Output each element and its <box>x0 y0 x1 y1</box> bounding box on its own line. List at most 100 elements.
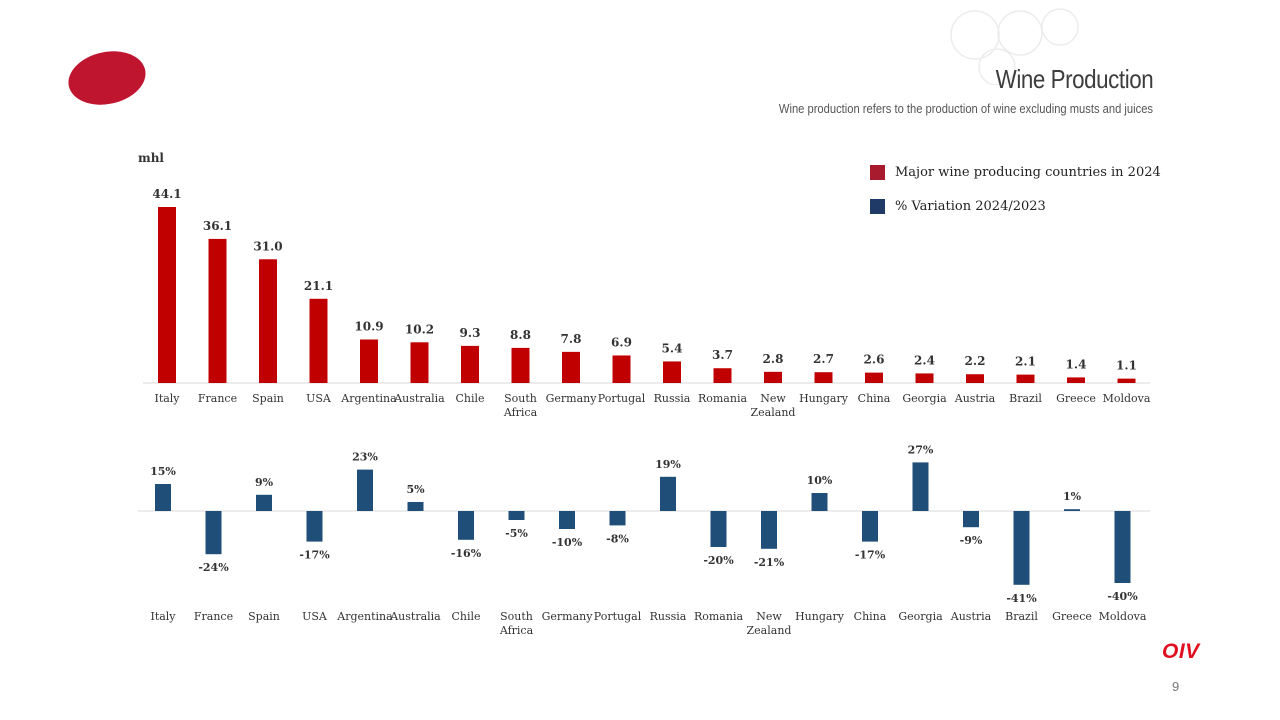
variation-value-greece: 1% <box>1063 490 1082 503</box>
production-bar-italy <box>158 207 176 383</box>
production-category-romania: Romania <box>698 392 747 405</box>
production-value-germany: 7.8 <box>561 332 582 346</box>
variation-value-south-africa: -5% <box>505 527 528 540</box>
variation-value-usa: -17% <box>299 549 330 562</box>
production-category-france: France <box>198 392 237 405</box>
variation-bar-italy <box>155 484 171 511</box>
page-subtitle: Wine production refers to the production… <box>778 101 1153 116</box>
production-category-china: China <box>858 392 891 405</box>
variation-bar-south-africa <box>508 511 525 520</box>
variation-bar-germany <box>559 511 575 529</box>
variation-value-argentina: 23% <box>352 451 378 464</box>
production-category-south-africa: South Africa <box>503 392 538 419</box>
production-value-south-africa: 8.8 <box>510 328 531 342</box>
production-bar-hungary <box>814 372 833 383</box>
variation-value-brazil: -41% <box>1006 592 1037 605</box>
variation-category-new-zealand: New Zealand <box>747 610 792 637</box>
variation-category-germany: Germany <box>542 610 594 623</box>
production-value-moldova: 1.1 <box>1116 359 1137 373</box>
variation-category-portugal: Portugal <box>594 610 642 623</box>
production-category-chile: Chile <box>455 392 484 405</box>
production-value-austria: 2.2 <box>965 354 986 368</box>
production-bar-georgia <box>915 373 934 383</box>
variation-category-russia: Russia <box>650 610 687 623</box>
variation-category-argentina: Argentina <box>336 610 393 623</box>
production-bar-brazil <box>1016 374 1035 383</box>
variation-category-hungary: Hungary <box>795 610 845 623</box>
production-bar-new-zealand <box>764 371 782 383</box>
variation-bar-georgia <box>912 462 929 511</box>
legend-label-variation: % Variation 2024/2023 <box>895 198 1046 214</box>
production-category-greece: Greece <box>1056 392 1096 405</box>
production-bar-greece <box>1067 377 1085 383</box>
variation-bar-russia <box>660 476 676 511</box>
production-bar-chile <box>461 345 479 383</box>
variation-value-spain: 9% <box>255 476 274 489</box>
production-category-hungary: Hungary <box>799 392 849 405</box>
variation-value-italy: 15% <box>150 465 176 478</box>
production-category-spain: Spain <box>252 392 284 405</box>
variation-value-portugal: -8% <box>606 532 629 545</box>
production-category-austria: Austria <box>954 392 996 405</box>
production-value-australia: 10.2 <box>405 322 434 336</box>
production-bar-france <box>208 238 227 383</box>
production-value-portugal: 6.9 <box>611 335 632 349</box>
variation-value-moldova: -40% <box>1107 590 1138 603</box>
production-value-china: 2.6 <box>864 353 885 367</box>
production-bar-moldova <box>1117 378 1136 383</box>
variation-bar-romania <box>710 511 727 547</box>
variation-bar-greece <box>1064 509 1080 511</box>
variation-value-chile: -16% <box>451 547 482 560</box>
production-bar-south-africa <box>511 347 530 383</box>
production-category-portugal: Portugal <box>598 392 646 405</box>
production-value-new-zealand: 2.8 <box>763 352 784 366</box>
variation-bar-spain <box>256 494 272 511</box>
variation-bar-new-zealand <box>761 511 777 549</box>
variation-bar-argentina <box>357 469 373 511</box>
production-category-moldova: Moldova <box>1103 392 1151 405</box>
variation-value-germany: -10% <box>552 536 583 549</box>
production-bar-spain <box>259 259 277 383</box>
variation-category-china: China <box>854 610 887 623</box>
variation-value-france: -24% <box>198 561 229 574</box>
production-bar-argentina <box>360 339 378 383</box>
variation-bar-portugal <box>609 511 626 526</box>
variation-category-austria: Austria <box>950 610 992 623</box>
production-value-brazil: 2.1 <box>1015 355 1036 369</box>
variation-value-australia: 5% <box>406 483 425 496</box>
production-bar-australia <box>410 342 429 383</box>
variation-value-china: -17% <box>855 549 886 562</box>
variation-value-new-zealand: -21% <box>754 556 785 569</box>
production-value-italy: 44.1 <box>152 187 181 201</box>
production-category-georgia: Georgia <box>902 392 947 405</box>
variation-value-austria: -9% <box>960 534 983 547</box>
production-value-usa: 21.1 <box>304 279 333 293</box>
variation-category-chile: Chile <box>451 610 480 623</box>
variation-bar-usa <box>306 511 323 542</box>
variation-bar-china <box>862 511 878 542</box>
production-bar-austria <box>966 374 984 383</box>
page-number: 9 <box>1172 679 1180 694</box>
variation-bar-brazil <box>1013 511 1030 585</box>
production-value-romania: 3.7 <box>712 348 733 362</box>
production-value-spain: 31.0 <box>253 239 282 253</box>
grapes-watermark-icon <box>950 8 1079 85</box>
legend-swatch-variation <box>870 198 885 214</box>
variation-category-brazil: Brazil <box>1005 610 1038 623</box>
production-bar-portugal <box>612 355 631 383</box>
variation-bar-chile <box>458 511 474 540</box>
production-value-georgia: 2.4 <box>914 353 935 367</box>
variation-bar-australia <box>407 502 424 511</box>
variation-category-south-africa: South Africa <box>499 610 534 637</box>
production-category-brazil: Brazil <box>1009 392 1042 405</box>
production-value-russia: 5.4 <box>662 341 683 355</box>
production-bar-romania <box>713 368 732 383</box>
legend-item-variation: % Variation 2024/2023 <box>870 196 1161 216</box>
legend-label-production: Major wine producing countries in 2024 <box>895 164 1161 180</box>
production-bar-russia <box>663 361 681 383</box>
variation-category-moldova: Moldova <box>1099 610 1147 623</box>
unit-label: mhl <box>138 151 164 165</box>
production-category-germany: Germany <box>546 392 598 405</box>
production-value-greece: 1.4 <box>1066 357 1087 371</box>
